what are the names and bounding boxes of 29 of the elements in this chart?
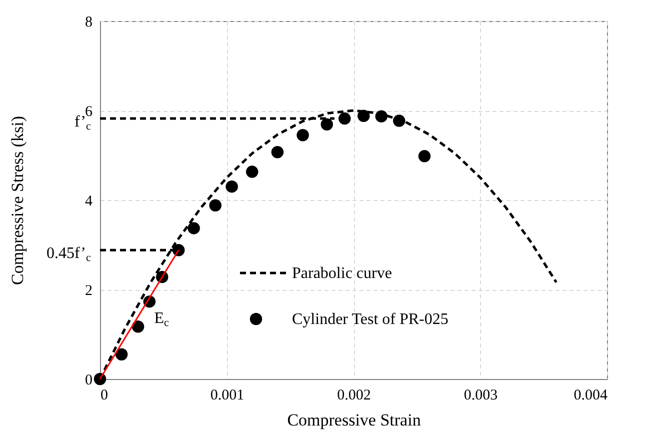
legend-label: Parabolic curve xyxy=(292,265,392,282)
point xyxy=(209,199,222,212)
point xyxy=(132,320,144,333)
y-tick-label: 2 xyxy=(85,283,92,299)
point xyxy=(393,114,406,127)
x-axis-title: Compressive Strain xyxy=(287,410,422,430)
y-tick-label: 0 xyxy=(85,372,92,388)
point xyxy=(320,118,334,130)
point xyxy=(271,146,284,158)
legend-label: Cylinder Test of PR-025 xyxy=(292,311,448,328)
x-tick-label: 0 xyxy=(100,388,108,404)
x-tick-label: 0.004 xyxy=(574,388,608,404)
point xyxy=(375,110,388,122)
point xyxy=(115,348,128,360)
point xyxy=(296,129,309,142)
point xyxy=(94,372,106,386)
y-axis-title: Compressive Stress (ksi) xyxy=(8,116,27,286)
point xyxy=(226,180,238,193)
y-tick-label: 6 xyxy=(85,104,93,120)
y-tick-label: 4 xyxy=(85,194,93,210)
point xyxy=(246,166,258,178)
point xyxy=(358,110,370,122)
point xyxy=(418,150,431,162)
point xyxy=(188,222,200,234)
x-tick-label: 0.001 xyxy=(210,388,244,404)
x-tick-label: 0.003 xyxy=(464,388,498,404)
x-tick-label: 0.002 xyxy=(337,388,371,404)
point xyxy=(338,112,351,125)
y-tick-label: 8 xyxy=(85,14,92,30)
